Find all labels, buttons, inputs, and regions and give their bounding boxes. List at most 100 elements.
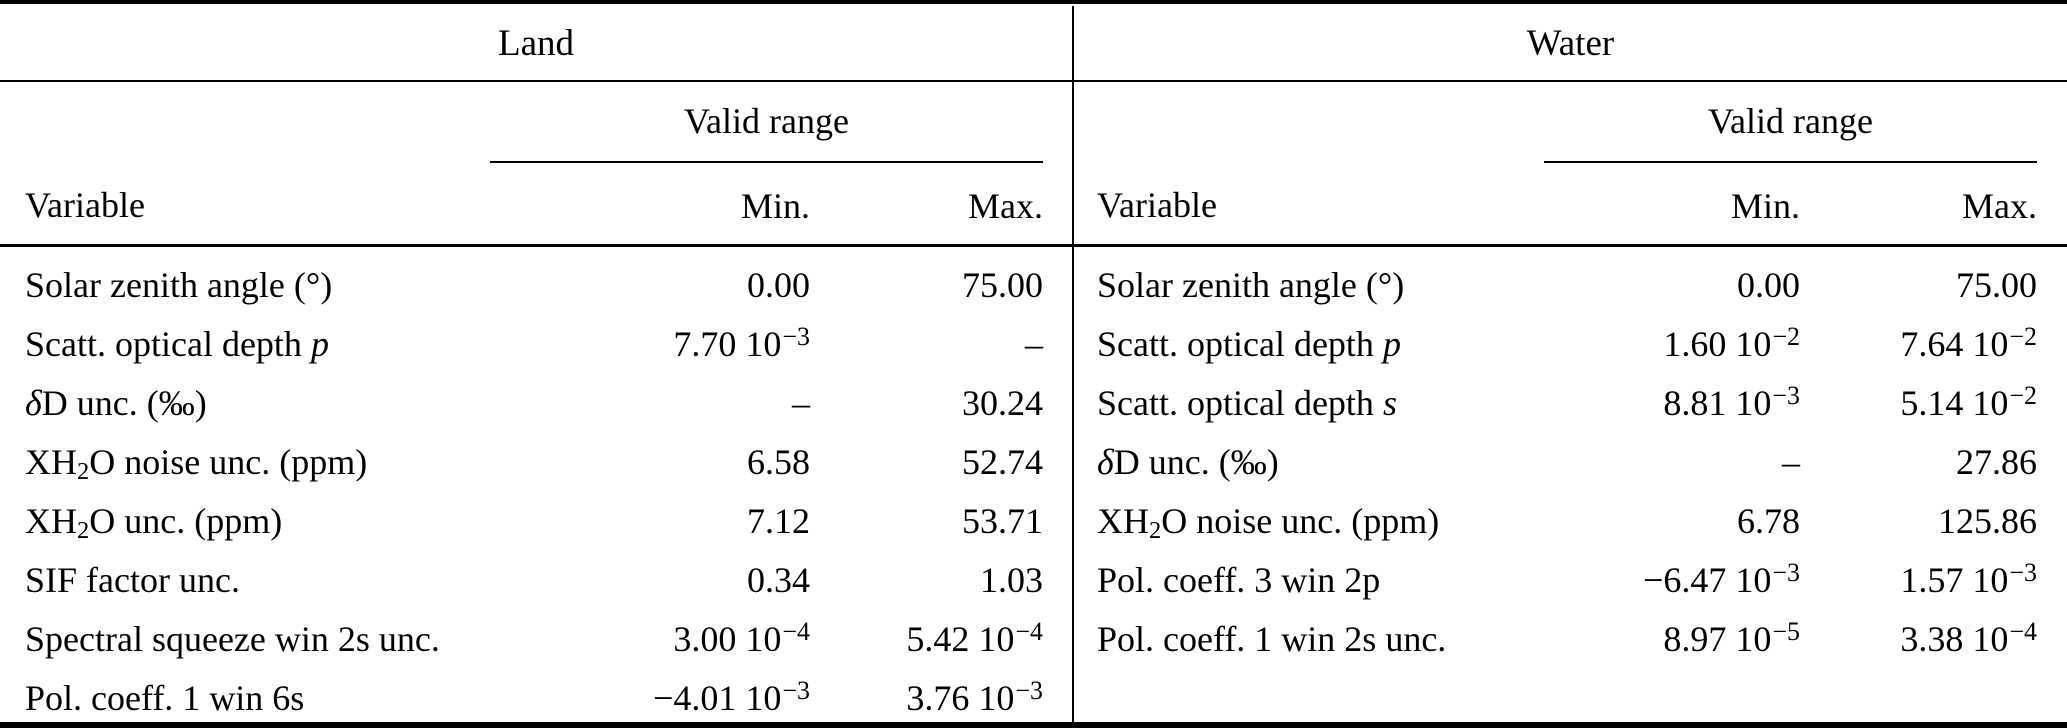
max-value-cell: 52.74 <box>962 442 1043 483</box>
max-value-cell: 75.00 <box>962 265 1043 306</box>
max-value-cell: 3.76 10−3 <box>906 675 1043 719</box>
exponent: −3 <box>782 321 810 351</box>
table-row: XH2O noise unc. (ppm) 6.58 52.74 <box>0 427 1043 486</box>
water-table-body: Solar zenith angle (°) 0.00 75.00 Scatt. op… <box>1074 250 2037 663</box>
max-value-cell: 3.38 10−4 <box>1900 616 2037 660</box>
variable-cell: Scatt. optical depth s <box>1097 383 1397 424</box>
table-row: XH2O unc. (ppm) 7.12 53.71 <box>0 486 1043 545</box>
table-row: Scatt. optical depth p 1.60 10−2 7.64 10−2 <box>1074 309 2037 368</box>
valid-range-header-row: Valid range <box>0 82 1043 163</box>
table-row: SIF factor unc. 0.34 1.03 <box>0 545 1043 604</box>
rule-below-titles <box>0 80 2067 82</box>
max-value-cell: 30.24 <box>962 383 1043 424</box>
variable-cell: Pol. coeff. 3 win 2p <box>1097 560 1381 601</box>
max-column-header: Max. <box>968 185 1043 226</box>
max-value-cell: 5.14 10−2 <box>1900 380 2037 424</box>
column-header-row: Variable Min. Max. <box>1074 162 2037 250</box>
min-value-cell: 0.00 <box>747 265 810 306</box>
variable-cell: Solar zenith angle (°) <box>1097 265 1405 306</box>
variable-cell: XH2O noise unc. (ppm) <box>1097 501 1440 544</box>
variable-cell: XH2O noise unc. (ppm) <box>25 442 368 485</box>
table-top-rule <box>0 0 2067 4</box>
variable-cell: SIF factor unc. <box>25 560 240 601</box>
max-value-cell: 1.03 <box>980 560 1043 601</box>
min-value-cell: 6.58 <box>747 442 810 483</box>
rule-below-headers <box>0 244 2067 247</box>
exponent: −2 <box>2009 321 2037 351</box>
table-row: Scatt. optical depth p 7.70 10−3 – <box>0 309 1043 368</box>
min-value-cell: 0.34 <box>747 560 810 601</box>
min-value-cell: 8.97 10−5 <box>1663 616 1800 660</box>
min-value-cell: – <box>792 383 810 424</box>
land-water-divider-rule <box>1072 6 1074 722</box>
table-row: Scatt. optical depth s 8.81 10−3 5.14 10−2 <box>1074 368 2037 427</box>
land-section: Land Valid range Variable Min. Max. Sola… <box>0 22 1043 722</box>
max-value-cell: 27.86 <box>1956 442 2037 483</box>
max-value-cell: 5.42 10−4 <box>906 616 1043 660</box>
min-value-cell: 7.70 10−3 <box>673 321 810 365</box>
variable-cell: XH2O unc. (ppm) <box>25 501 283 544</box>
min-value-cell: 7.12 <box>747 501 810 542</box>
exponent: −3 <box>2009 557 2037 587</box>
water-section: Water Valid range Variable Min. Max. Sol… <box>1074 0 2067 728</box>
min-value-cell: 6.78 <box>1737 501 1800 542</box>
variable-cell: δD unc. (‰) <box>25 383 207 424</box>
min-value-cell: 8.81 10−3 <box>1663 380 1800 424</box>
empty-header-cell <box>1074 82 1544 162</box>
table-row: Pol. coeff. 1 win 6s −4.01 10−3 3.76 10−3 <box>0 663 1043 722</box>
empty-header-cell <box>0 82 490 162</box>
max-column-header: Max. <box>1962 185 2037 226</box>
table-row: Solar zenith angle (°) 0.00 75.00 <box>1074 250 2037 309</box>
table-row: Pol. coeff. 3 win 2p −6.47 10−3 1.57 10−3 <box>1074 545 2037 604</box>
exponent: −3 <box>782 675 810 705</box>
exponent: −5 <box>1772 616 1800 646</box>
table-row: δD unc. (‰) – 30.24 <box>0 368 1043 427</box>
max-value-cell: 53.71 <box>962 501 1043 542</box>
exponent: −2 <box>1772 321 1800 351</box>
min-value-cell: 0.00 <box>1737 265 1800 306</box>
min-value-cell: – <box>1782 442 1800 483</box>
table-row: Solar zenith angle (°) 0.00 75.00 <box>0 250 1043 309</box>
min-value-cell: −4.01 10−3 <box>653 675 810 719</box>
max-value-cell: 75.00 <box>1956 265 2037 306</box>
exponent: −3 <box>1772 557 1800 587</box>
exponent: −3 <box>1772 380 1800 410</box>
table-row: δD unc. (‰) – 27.86 <box>1074 427 2037 486</box>
min-column-header: Min. <box>740 185 810 226</box>
variable-cell: Pol. coeff. 1 win 2s unc. <box>1097 619 1447 660</box>
exponent: −4 <box>1015 616 1043 646</box>
land-table-body: Solar zenith angle (°) 0.00 75.00 Scatt. op… <box>0 250 1043 722</box>
water-section-title: Water <box>1526 22 1615 64</box>
variable-cell: δD unc. (‰) <box>1097 442 1279 483</box>
land-table: Valid range Variable Min. Max. Solar zen… <box>0 82 1043 722</box>
max-value-cell: 1.57 10−3 <box>1900 557 2037 601</box>
table-row: Spectral squeeze win 2s unc. 3.00 10−4 5.4… <box>0 604 1043 663</box>
exponent: −4 <box>782 616 810 646</box>
max-value-cell: 125.86 <box>1938 501 2037 542</box>
variable-column-header: Variable <box>1097 185 1217 226</box>
variable-cell: Pol. coeff. 1 win 6s <box>25 678 305 719</box>
water-table: Valid range Variable Min. Max. Solar zen… <box>1074 82 2037 663</box>
exponent: −3 <box>1015 675 1043 705</box>
exponent: −4 <box>2009 616 2037 646</box>
variable-column-header: Variable <box>25 185 145 226</box>
exponent: −2 <box>2009 380 2037 410</box>
variable-cell: Scatt. optical depth p <box>1097 324 1401 365</box>
variable-cell: Solar zenith angle (°) <box>25 265 333 306</box>
valid-range-header-row: Valid range <box>1074 82 2037 163</box>
min-column-header: Min. <box>1730 185 1800 226</box>
min-value-cell: −6.47 10−3 <box>1643 557 1800 601</box>
land-section-title: Land <box>497 22 575 64</box>
table-bottom-rule <box>0 722 2067 728</box>
variable-cell: Scatt. optical depth p <box>25 324 329 365</box>
table-row: XH2O noise unc. (ppm) 6.78 125.86 <box>1074 486 2037 545</box>
valid-range-label: Valid range <box>1544 82 2037 163</box>
table-row: Pol. coeff. 1 win 2s unc. 8.97 10−5 3.38 1… <box>1074 604 2037 663</box>
variable-cell: Spectral squeeze win 2s unc. <box>25 619 440 660</box>
column-header-row: Variable Min. Max. <box>0 162 1043 250</box>
max-value-cell: 7.64 10−2 <box>1900 321 2037 365</box>
valid-range-label: Valid range <box>490 82 1043 163</box>
max-value-cell: – <box>1025 324 1043 365</box>
min-value-cell: 3.00 10−4 <box>673 616 810 660</box>
